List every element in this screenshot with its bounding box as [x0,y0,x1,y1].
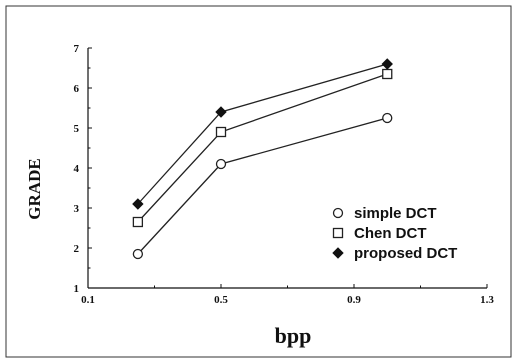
y-tick-label: 6 [74,83,80,95]
legend-label-simple-dct: simple DCT [354,205,437,222]
y-axis: 1 2 3 4 5 6 7 [74,43,93,295]
y-tick-label: 4 [74,163,80,175]
legend-marker-simple-dct [334,209,343,218]
legend-marker-proposed-dct [333,248,343,258]
y-tick-label: 7 [74,43,80,55]
series-lines [138,64,387,254]
data-point-chen-dct [383,70,392,79]
data-point-chen-dct [133,218,142,227]
y-tick-label: 2 [74,243,80,255]
series-line-chen-dct [138,74,387,222]
x-axis: 0.1 0.5 0.9 1.3 [81,284,494,306]
y-tick-label: 5 [74,123,80,135]
y-axis-title: GRADE [25,158,44,219]
data-point-chen-dct [217,128,226,137]
series-line-proposed-dct [138,64,387,204]
series-line-simple-dct [138,118,387,254]
legend-marker-chen-dct [334,229,343,238]
x-tick-label: 1.3 [480,294,494,306]
y-tick-label: 3 [74,203,80,215]
x-axis-title: bpp [275,323,312,348]
data-point-simple-dct [133,250,142,259]
data-point-simple-dct [383,114,392,123]
x-tick-label: 0.9 [347,294,361,306]
legend-label-proposed-dct: proposed DCT [354,245,457,262]
x-tick-label: 0.5 [214,294,228,306]
y-tick-label: 1 [74,283,80,295]
legend-label-chen-dct: Chen DCT [354,225,427,242]
legend: simple DCT Chen DCT proposed DCT [333,205,457,262]
x-tick-label: 0.1 [81,294,95,306]
data-point-proposed-dct [382,59,392,69]
data-point-simple-dct [217,160,226,169]
